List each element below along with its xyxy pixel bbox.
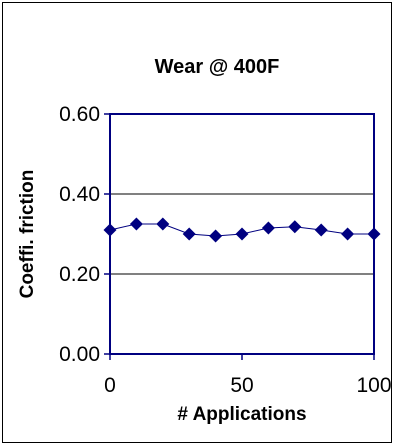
data-point xyxy=(341,227,355,241)
data-point xyxy=(235,227,249,241)
x-tick-label: 0 xyxy=(104,374,116,397)
series xyxy=(103,217,381,243)
data-point xyxy=(209,229,223,243)
data-point xyxy=(182,227,196,241)
y-tick-labels: 0.00 0.20 0.40 0.60 xyxy=(59,103,110,366)
chart-frame xyxy=(2,2,392,443)
x-axis-label: # Applications xyxy=(177,404,306,425)
y-tick-label: 0.00 xyxy=(59,343,100,366)
data-point xyxy=(314,223,328,237)
chart-title: Wear @ 400F xyxy=(155,56,280,78)
data-point xyxy=(156,217,170,231)
y-tick-label: 0.20 xyxy=(59,263,100,286)
y-tick-label: 0.40 xyxy=(59,183,100,206)
data-point xyxy=(261,221,275,235)
x-tick-label: 100 xyxy=(356,374,391,397)
y-axis-label: Coeffi. friction xyxy=(17,170,38,299)
data-point xyxy=(367,227,381,241)
data-point xyxy=(103,223,117,237)
data-point xyxy=(288,220,302,234)
x-tick-label: 50 xyxy=(230,374,253,397)
data-point xyxy=(129,217,143,231)
x-tick-labels: 0 50 100 xyxy=(104,354,392,397)
y-tick-label: 0.60 xyxy=(59,103,100,126)
